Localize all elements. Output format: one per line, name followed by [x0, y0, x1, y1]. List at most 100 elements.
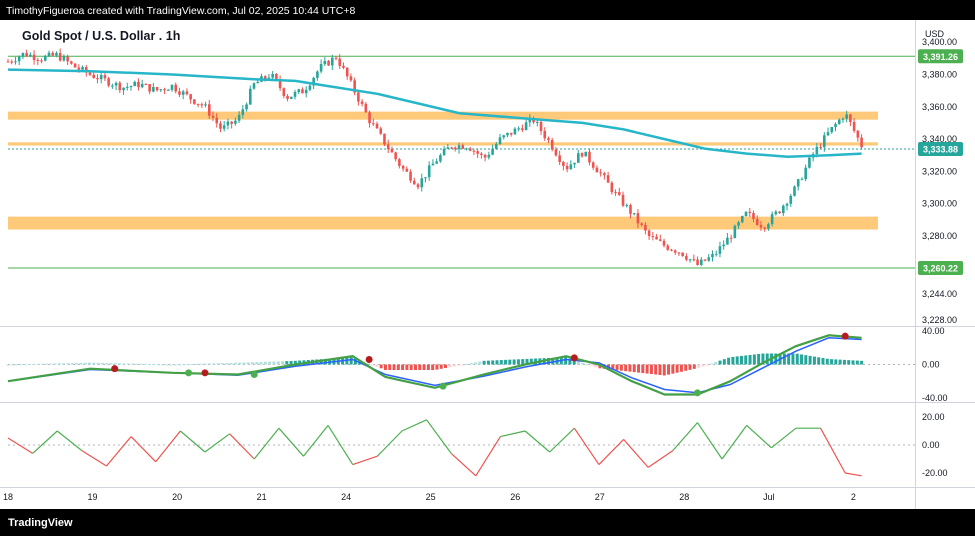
candle-body: [263, 76, 267, 79]
histogram-bar: [87, 362, 91, 365]
candle-body: [230, 121, 233, 124]
momentum-line-segment: [721, 425, 748, 460]
histogram-bar: [516, 359, 520, 365]
candle-body: [222, 125, 226, 129]
candle-body: [241, 109, 245, 115]
candle-body: [278, 79, 282, 89]
candle-body: [21, 52, 25, 57]
histogram-bar: [36, 363, 40, 365]
candle-body: [267, 77, 271, 79]
candle-body: [148, 84, 151, 92]
candle-body: [349, 76, 353, 81]
histogram-bar: [272, 361, 276, 365]
histogram-bar: [847, 360, 851, 365]
histogram-bar: [529, 358, 533, 365]
histogram-bar: [53, 363, 57, 365]
candle-body: [599, 172, 602, 174]
candle-body: [323, 60, 327, 65]
price-label-text: 3,391.26: [923, 52, 958, 62]
histogram-bar: [512, 359, 516, 365]
candle-body: [10, 61, 14, 63]
candle-body: [591, 162, 595, 168]
candle-body: [640, 223, 643, 225]
price-tick-label: 3,300.00: [922, 199, 957, 209]
histogram-bar: [568, 358, 572, 365]
histogram-bar: [15, 364, 19, 366]
histogram-bar: [293, 360, 297, 365]
candle-body: [286, 95, 289, 99]
candle-body: [655, 236, 658, 240]
histogram-bar: [619, 364, 623, 371]
histogram-bar: [611, 364, 615, 370]
candle-body: [524, 122, 528, 131]
candle-body: [125, 86, 129, 88]
candle-body: [852, 121, 856, 131]
candle-body: [849, 114, 852, 122]
candle-body: [487, 154, 491, 158]
histogram-bar: [10, 364, 14, 366]
histogram-bar: [654, 364, 658, 375]
candle-body: [107, 78, 110, 86]
candle-body: [472, 150, 476, 152]
histogram-bar: [594, 364, 598, 368]
histogram-bar: [637, 364, 641, 373]
candle-body: [416, 184, 420, 188]
histogram-bar: [521, 359, 525, 365]
histogram-bar: [735, 356, 739, 365]
oscillator-tick-label: -40.00: [922, 393, 948, 403]
candle-body: [439, 155, 442, 162]
histogram-bar: [842, 359, 846, 365]
price-tick-label: 3,228.00: [922, 315, 957, 325]
candle-body: [763, 227, 766, 229]
histogram-bar: [135, 363, 139, 365]
candle-body: [248, 88, 252, 105]
histogram-bar: [345, 357, 349, 365]
candle-body: [808, 157, 811, 168]
candle-body: [55, 53, 58, 56]
candle-body: [207, 104, 211, 116]
candle-body: [677, 252, 681, 254]
histogram-bar: [461, 364, 465, 366]
candle-body: [330, 57, 334, 66]
histogram-bar: [658, 364, 662, 375]
price-tick-label: 3,320.00: [922, 166, 957, 176]
attribution-header: TimothyFigueroa created with TradingView…: [0, 0, 975, 20]
moving-average-line: [7, 68, 862, 159]
histogram-bar: [57, 363, 61, 365]
candle-body: [342, 65, 345, 68]
histogram-bar: [632, 364, 636, 373]
histogram-bar: [418, 364, 422, 370]
candle-body: [606, 175, 610, 183]
currency-label: USD: [925, 29, 945, 39]
histogram-bar: [679, 364, 683, 372]
histogram-bar: [662, 364, 666, 376]
histogram-bar: [375, 364, 379, 367]
candle-body: [621, 194, 625, 206]
candle-body: [796, 179, 800, 187]
crossover-dot: [570, 354, 578, 362]
candle-body: [174, 84, 178, 92]
histogram-bar: [208, 363, 212, 365]
candle-body: [163, 89, 166, 91]
candle-body: [14, 61, 17, 63]
crossover-dot: [185, 369, 193, 377]
price-label-box: [918, 260, 963, 275]
momentum-line-segment: [500, 430, 526, 438]
histogram-bar: [409, 364, 413, 370]
candle-body: [752, 213, 755, 219]
candle-body: [528, 117, 532, 123]
candle-body: [92, 74, 96, 79]
candle-body: [562, 162, 565, 166]
candle-body: [304, 89, 308, 94]
histogram-bar: [6, 364, 10, 366]
chart-background: [0, 20, 975, 509]
histogram-bar: [486, 360, 490, 365]
candle-body: [733, 225, 737, 239]
candle-body: [166, 89, 170, 91]
candle-body: [234, 120, 237, 124]
crossover-dot: [693, 389, 701, 397]
candle-body: [293, 91, 297, 97]
candle-body: [122, 87, 125, 91]
momentum-tick-label: -20.00: [922, 468, 948, 478]
time-tick-label: 25: [426, 492, 436, 502]
